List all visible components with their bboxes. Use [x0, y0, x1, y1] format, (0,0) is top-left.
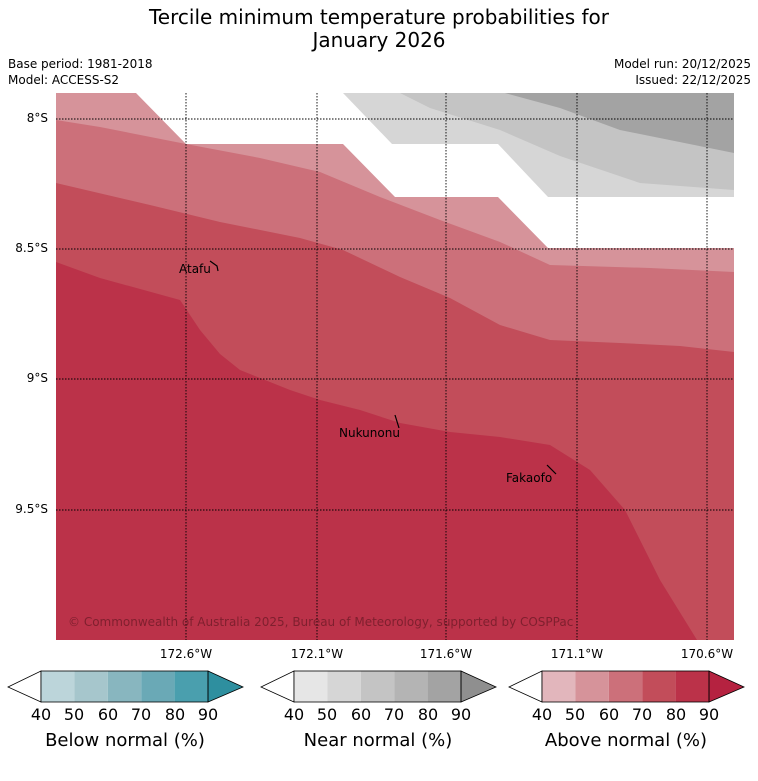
colorbar-tick: 70 [383, 705, 405, 724]
colorbar-over-triangle [708, 670, 745, 703]
lat-label: 8.5°S [15, 241, 48, 255]
colorbar-segment [327, 671, 361, 702]
near-normal-70-region [505, 93, 734, 153]
colorbar-tick: 50 [564, 705, 586, 724]
colorbar-segment [542, 671, 576, 702]
colorbar-tick: 70 [631, 705, 653, 724]
colorbar-above-normal [508, 670, 745, 703]
colorbar-near-normal [260, 670, 497, 703]
colorbar-tick: 60 [598, 705, 620, 724]
colorbar-segment [41, 671, 75, 702]
colorbar-under-triangle [508, 670, 543, 703]
colorbar-over-triangle [207, 670, 244, 703]
colorbar-segment [427, 671, 461, 702]
colorbar-tick: 80 [164, 705, 186, 724]
model-label: Model: ACCESS-S2 [8, 73, 120, 87]
colorbar-near-caption: Near normal (%) [303, 730, 453, 751]
colorbar-tick: 50 [316, 705, 338, 724]
colorbar-segment [74, 671, 108, 702]
fakaofo-place-label: Fakaofo [506, 471, 552, 485]
colorbar-over-triangle [460, 670, 497, 703]
colorbar-tick: 90 [197, 705, 219, 724]
issued-label: Issued: 22/12/2025 [635, 73, 751, 87]
lat-label: 9°S [26, 371, 48, 385]
lon-label: 172.1°W [290, 647, 344, 661]
colorbar-tick: 40 [30, 705, 52, 724]
above-normal-80-region [56, 262, 697, 640]
atafu-atoll-shape [209, 260, 219, 272]
lon-label: 172.6°W [159, 647, 213, 661]
colorbar-tick: 90 [450, 705, 472, 724]
lat-label: 9.5°S [15, 502, 48, 516]
lon-label: 171.6°W [419, 647, 473, 661]
map-title-line2: January 2026 [312, 28, 446, 52]
atoll-outlines [209, 260, 557, 475]
fakaofo-atoll-shape [546, 464, 557, 475]
colorbar-under-triangle [260, 670, 295, 703]
colorbar-segment [174, 671, 208, 702]
colorbar-segment [575, 671, 609, 702]
lon-label: 170.6°W [680, 647, 734, 661]
colorbar-segment [141, 671, 175, 702]
colorbar-segment [642, 671, 676, 702]
colorbar-segment [675, 671, 709, 702]
colorbar-tick: 40 [283, 705, 305, 724]
colorbar-tick: 60 [97, 705, 119, 724]
colorbar-segment [294, 671, 328, 702]
colorbar-under-triangle [7, 670, 42, 703]
colorbar-tick: 80 [417, 705, 439, 724]
colorbar-segment [107, 671, 142, 702]
colorbar-tick: 50 [63, 705, 85, 724]
colorbar-below-normal [7, 670, 244, 703]
colorbar-segment [394, 671, 428, 702]
colorbar-tick: 40 [531, 705, 553, 724]
model-run-label: Model run: 20/12/2025 [613, 57, 751, 71]
atafu-place-label: Atafu [179, 262, 211, 276]
colorbar-tick: 60 [350, 705, 372, 724]
colorbar-tick: 70 [130, 705, 152, 724]
lon-label: 171.1°W [550, 647, 604, 661]
colorbar-segment [360, 671, 395, 702]
base-period-label: Base period: 1981-2018 [8, 57, 153, 71]
nukunonu-atoll-shape [394, 414, 400, 429]
colorbar-segment [608, 671, 643, 702]
lat-label: 8°S [26, 111, 48, 125]
gridlines [56, 93, 734, 640]
colorbar-tick: 80 [665, 705, 687, 724]
colorbar-tick: 90 [698, 705, 720, 724]
nukunonu-place-label: Nukunonu [339, 426, 400, 440]
colorbar-above-caption: Above normal (%) [544, 730, 708, 751]
colorbar-below-caption: Below normal (%) [45, 730, 205, 751]
copyright-notice: © Commonwealth of Australia 2025, Bureau… [68, 615, 573, 629]
map-title-line1: Tercile minimum temperature probabilitie… [148, 5, 610, 29]
